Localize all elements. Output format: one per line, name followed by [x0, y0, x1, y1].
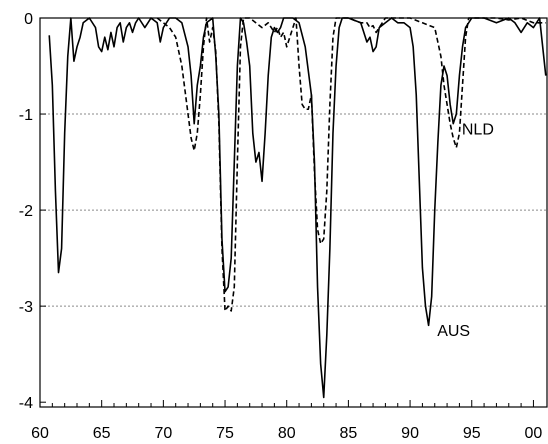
series-label-nld: NLD [462, 121, 494, 138]
x-tick-label: 95 [463, 425, 481, 442]
series-line-nld [156, 17, 546, 312]
y-tick-label: -1 [19, 107, 33, 124]
x-tick-label: 00 [525, 425, 543, 442]
x-tick-label: 70 [154, 425, 172, 442]
x-axis: 60 65 70 75 80 85 90 95 00 [31, 400, 542, 442]
series-line-aus [48, 17, 547, 399]
series-label-aus: AUS [437, 323, 470, 340]
y-tick-label: -3 [19, 299, 33, 316]
x-tick-label: 75 [216, 425, 234, 442]
y-tick-label: -4 [19, 395, 33, 412]
y-tick-label: -2 [19, 203, 33, 220]
x-tick-label: 65 [93, 425, 111, 442]
y-axis: 0 -1 -2 -3 -4 [19, 11, 46, 412]
x-tick-label: 60 [31, 425, 49, 442]
series-labels: NLD AUS [437, 121, 494, 340]
series-layer [48, 17, 547, 399]
x-tick-label: 85 [339, 425, 357, 442]
plot-frame [39, 17, 548, 408]
x-tick-label: 90 [401, 425, 419, 442]
gridlines [40, 113, 547, 307]
x-tick-label: 80 [278, 425, 296, 442]
y-tick-label: 0 [24, 11, 33, 28]
